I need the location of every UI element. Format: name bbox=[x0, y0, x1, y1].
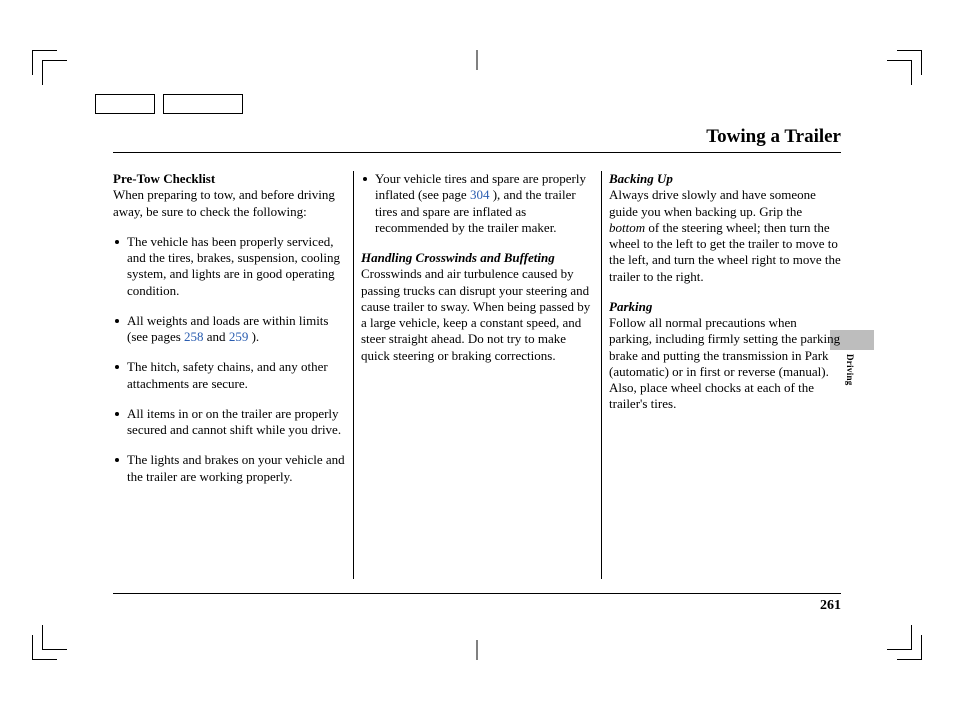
column-divider bbox=[601, 171, 602, 579]
list-item: The vehicle has been properly serviced, … bbox=[113, 234, 345, 299]
list-item: Your vehicle tires and spare are properl… bbox=[361, 171, 593, 236]
column-2: Your vehicle tires and spare are properl… bbox=[353, 171, 601, 499]
page-header: Towing a Trailer bbox=[113, 126, 841, 153]
crosswinds-body: Crosswinds and air turbulence caused by … bbox=[361, 266, 590, 362]
header-placeholder-box bbox=[163, 94, 243, 114]
page-link-304[interactable]: 304 bbox=[470, 187, 490, 202]
header-placeholder-box bbox=[95, 94, 155, 114]
page-title: Towing a Trailer bbox=[113, 126, 841, 148]
crop-mark bbox=[42, 625, 67, 650]
trim-mark bbox=[477, 50, 478, 70]
list-item: The lights and brakes on your vehicle an… bbox=[113, 452, 345, 485]
col2-list: Your vehicle tires and spare are properl… bbox=[361, 171, 593, 236]
list-item: The hitch, safety chains, and any other … bbox=[113, 359, 345, 392]
crop-mark bbox=[887, 60, 912, 85]
page-footer: 261 bbox=[113, 593, 841, 614]
column-divider bbox=[353, 171, 354, 579]
section-side-label: Driving bbox=[845, 354, 855, 386]
pretow-list: The vehicle has been properly serviced, … bbox=[113, 234, 345, 485]
page-number: 261 bbox=[820, 598, 841, 613]
page-link-258[interactable]: 258 bbox=[184, 329, 204, 344]
crosswinds-heading: Handling Crosswinds and Buffeting bbox=[361, 250, 555, 265]
list-item: All items in or on the trailer are prope… bbox=[113, 406, 345, 439]
crop-mark bbox=[42, 60, 67, 85]
column-1: Pre-Tow Checklist When preparing to tow,… bbox=[113, 171, 353, 499]
page-content: Towing a Trailer Pre-Tow Checklist When … bbox=[113, 126, 841, 622]
columns: Pre-Tow Checklist When preparing to tow,… bbox=[113, 171, 841, 499]
column-3: Backing Up Always drive slowly and have … bbox=[601, 171, 841, 499]
trim-mark bbox=[477, 640, 478, 660]
parking-body: Follow all normal precautions when parki… bbox=[609, 315, 840, 411]
backing-heading: Backing Up bbox=[609, 171, 673, 186]
pretow-heading: Pre-Tow Checklist bbox=[113, 171, 215, 186]
crop-mark bbox=[887, 625, 912, 650]
parking-heading: Parking bbox=[609, 299, 652, 314]
page-link-259[interactable]: 259 bbox=[229, 329, 249, 344]
list-item: All weights and loads are within limits … bbox=[113, 313, 345, 346]
pretow-intro: When preparing to tow, and before drivin… bbox=[113, 187, 335, 218]
